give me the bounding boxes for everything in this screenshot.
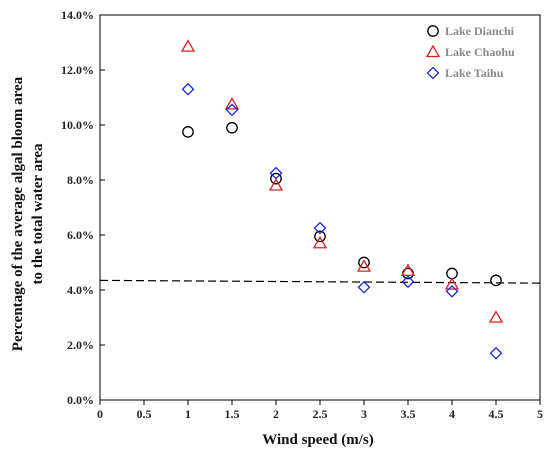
y-axis-title-line1: Percentage of the average algal bloom ar… <box>10 76 26 351</box>
legend-label-lake-chaohu: Lake Chaohu <box>445 45 515 59</box>
series-lake-dianchi <box>182 121 502 287</box>
legend-label-lake-taihu: Lake Taihu <box>445 66 504 80</box>
x-tick-label: 1.5 <box>225 407 240 421</box>
y-axis-title-line2: to the total water area <box>30 143 46 285</box>
legend-marker-lake-taihu <box>426 66 440 80</box>
data-point-lake-chaohu <box>224 97 240 110</box>
data-point-lake-chaohu <box>356 259 372 272</box>
reference-line-group <box>99 279 541 284</box>
data-markers <box>180 39 504 360</box>
x-tick-label: 2.5 <box>313 407 328 421</box>
x-tick-label: 3.5 <box>401 407 416 421</box>
series-lake-taihu <box>181 82 503 360</box>
x-tick-label: 4 <box>449 407 455 421</box>
x-tick-label: 0 <box>97 407 103 421</box>
y-tick-label: 6.0% <box>67 228 94 242</box>
y-tick-label: 10.0% <box>61 118 94 132</box>
y-axis-title: Percentage of the average algal bloom ar… <box>10 76 46 351</box>
x-axis: 0 0.5 1 1.5 2 2.5 3 3.5 4 4.5 5 <box>97 400 543 421</box>
data-point-lake-chaohu <box>400 263 416 276</box>
data-point-lake-taihu <box>401 275 415 289</box>
x-tick-label: 0.5 <box>137 407 152 421</box>
data-point-lake-taihu <box>489 346 503 360</box>
x-tick-label: 5 <box>537 407 543 421</box>
data-point-lake-chaohu <box>488 310 504 323</box>
legend: Lake Dianchi Lake Chaohu Lake Taihu <box>425 24 515 80</box>
data-point-lake-dianchi <box>358 256 370 269</box>
y-tick-label: 0.0% <box>67 393 94 407</box>
data-point-lake-chaohu <box>268 178 284 191</box>
data-point-lake-taihu <box>445 284 459 298</box>
y-tick-label: 12.0% <box>61 63 94 77</box>
data-point-lake-dianchi <box>446 267 458 280</box>
x-tick-label: 2 <box>273 407 279 421</box>
data-point-lake-dianchi <box>270 172 282 185</box>
series-lake-chaohu <box>180 39 504 323</box>
data-point-lake-chaohu <box>312 235 328 249</box>
y-tick-label: 8.0% <box>67 173 94 187</box>
x-tick-label: 1 <box>185 407 191 421</box>
x-axis-title: Wind speed (m/s) <box>262 432 373 448</box>
y-axis: 0.0% 2.0% 4.0% 6.0% 8.0% 10.0% 12.0% 14.0% <box>61 8 105 407</box>
data-point-lake-dianchi <box>226 121 238 134</box>
legend-marker-lake-chaohu <box>425 44 441 58</box>
y-tick-label: 4.0% <box>67 283 94 297</box>
data-point-lake-taihu <box>357 280 371 294</box>
data-point-lake-taihu <box>313 221 327 235</box>
data-point-lake-dianchi <box>182 126 194 138</box>
legend-marker-lake-dianchi <box>427 25 439 37</box>
x-tick-label: 3 <box>361 407 367 421</box>
data-point-lake-dianchi <box>314 230 326 243</box>
data-point-lake-taihu <box>225 103 239 117</box>
data-point-lake-taihu <box>269 166 283 180</box>
dashed-reference-line <box>99 279 541 284</box>
legend-label-lake-dianchi: Lake Dianchi <box>445 24 515 38</box>
data-point-lake-taihu <box>181 82 195 96</box>
data-point-lake-dianchi <box>490 274 502 287</box>
data-point-lake-chaohu <box>180 39 196 52</box>
data-point-lake-chaohu <box>444 277 460 290</box>
y-tick-label: 14.0% <box>61 8 94 22</box>
y-tick-label: 2.0% <box>67 338 94 352</box>
x-tick-label: 4.5 <box>489 407 504 421</box>
